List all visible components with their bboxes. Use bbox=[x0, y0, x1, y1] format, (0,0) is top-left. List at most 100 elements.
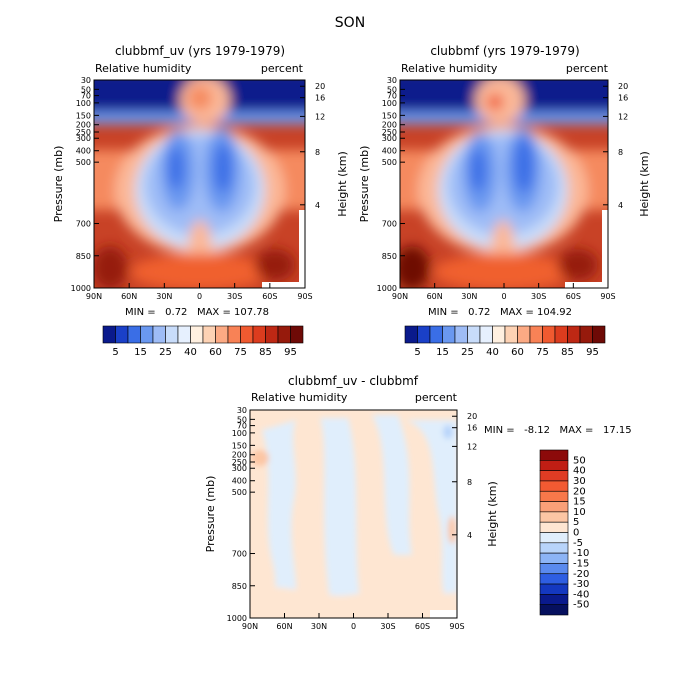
panel-2-y-ticks-right: 20 16 12 8 4 bbox=[603, 82, 628, 210]
page-title: SON bbox=[335, 15, 365, 31]
y-tick-label: 50 bbox=[237, 415, 247, 424]
colorbar-label: 15 bbox=[573, 497, 586, 508]
colorbar-swatch bbox=[539, 501, 569, 513]
colorbar-swatch bbox=[115, 325, 129, 344]
colorbar-swatch bbox=[215, 325, 229, 344]
colorbar-label: 85 bbox=[259, 347, 272, 358]
panel-2-x-ticks: 90N 60N 30N 0 30S 60S 90S bbox=[392, 283, 616, 301]
y-tick-label: 150 bbox=[76, 111, 91, 120]
colorbar-label: 50 bbox=[573, 455, 586, 466]
colorbar-label: 60 bbox=[511, 347, 524, 358]
panel-3-y-ticks-right: 20 16 12 8 4 bbox=[452, 412, 477, 540]
panel-3-ylabel-right: Height (km) bbox=[486, 481, 499, 547]
height-tick-label: 8 bbox=[618, 148, 623, 157]
colorbar-swatch bbox=[539, 542, 569, 554]
colorbar-swatch bbox=[592, 325, 606, 344]
x-tick-label: 30S bbox=[380, 622, 395, 631]
colorbar-swatch bbox=[429, 325, 443, 344]
x-tick-label: 90N bbox=[392, 292, 408, 301]
x-tick-label: 60S bbox=[262, 292, 277, 301]
colorbar-swatch bbox=[567, 325, 581, 344]
height-tick-label: 16 bbox=[467, 424, 477, 433]
height-tick-label: 12 bbox=[315, 112, 325, 121]
colorbar-label: 25 bbox=[159, 347, 172, 358]
height-tick-label: 4 bbox=[618, 201, 623, 210]
x-tick-label: 30S bbox=[227, 292, 242, 301]
colorbar-label: -5 bbox=[573, 538, 583, 549]
colorbar-swatch bbox=[127, 325, 141, 344]
x-tick-label: 0 bbox=[501, 292, 506, 301]
x-tick-label: 30N bbox=[156, 292, 172, 301]
height-tick-label: 4 bbox=[467, 531, 472, 540]
colorbar-label: 15 bbox=[436, 347, 449, 358]
colorbar-swatch bbox=[529, 325, 543, 344]
height-tick-label: 16 bbox=[618, 94, 628, 103]
colorbar-swatch bbox=[227, 325, 241, 344]
panel-1-x-ticks: 90N 60N 30N 0 30S 60S 90S bbox=[86, 283, 313, 301]
colorbar-swatch bbox=[277, 325, 291, 344]
colorbar-swatch bbox=[539, 594, 569, 605]
y-tick-label: 400 bbox=[232, 477, 247, 486]
panel-1: clubbmf_uv (yrs 1979-1979) Relative humi… bbox=[52, 44, 349, 358]
y-tick-label: 850 bbox=[76, 252, 91, 261]
colorbar-swatch bbox=[177, 325, 191, 344]
colorbar-swatch bbox=[539, 563, 569, 575]
y-tick-label: 300 bbox=[232, 464, 247, 473]
x-tick-label: 0 bbox=[351, 622, 356, 631]
x-tick-label: 30N bbox=[311, 622, 327, 631]
colorbar-swatch bbox=[539, 449, 569, 461]
colorbar-swatch bbox=[190, 325, 204, 344]
colorbar-swatch bbox=[492, 325, 506, 344]
height-tick-label: 8 bbox=[315, 148, 320, 157]
y-tick-label: 400 bbox=[382, 147, 397, 156]
colorbar-label: 5 bbox=[414, 347, 420, 358]
colorbar-label: 5 bbox=[573, 517, 579, 528]
colorbar-label: 10 bbox=[573, 507, 586, 518]
colorbar-swatch bbox=[252, 325, 266, 344]
panel-3-field bbox=[250, 410, 457, 618]
y-tick-label: 250 bbox=[382, 128, 397, 137]
colorbar-swatch bbox=[404, 325, 418, 344]
panel-2-ylabel: Pressure (mb) bbox=[358, 146, 371, 223]
y-tick-label: 100 bbox=[232, 429, 247, 438]
colorbar-swatch bbox=[517, 325, 531, 344]
y-tick-label: 50 bbox=[387, 85, 397, 94]
y-tick-label: 700 bbox=[232, 550, 247, 559]
colorbar-swatch bbox=[539, 583, 569, 595]
colorbar-swatch bbox=[479, 325, 493, 344]
height-tick-label: 20 bbox=[315, 82, 325, 91]
colorbar-swatch bbox=[152, 325, 166, 344]
colorbar-label: -40 bbox=[573, 589, 589, 600]
panel-2-left-label: Relative humidity bbox=[401, 62, 498, 75]
colorbar-label: 85 bbox=[561, 347, 574, 358]
colorbar-label: 95 bbox=[586, 347, 599, 358]
colorbar-label: 75 bbox=[536, 347, 549, 358]
y-tick-label: 850 bbox=[232, 582, 247, 591]
colorbar-swatch bbox=[539, 532, 569, 544]
colorbar-label: 0 bbox=[573, 528, 579, 539]
y-tick-label: 200 bbox=[232, 451, 247, 460]
y-tick-label: 150 bbox=[232, 441, 247, 450]
panel-2-right-label: percent bbox=[566, 62, 609, 75]
y-tick-label: 150 bbox=[382, 111, 397, 120]
colorbar-swatch bbox=[542, 325, 556, 344]
colorbar-swatch bbox=[290, 325, 304, 344]
x-tick-label: 90S bbox=[449, 622, 464, 631]
height-tick-label: 12 bbox=[467, 442, 477, 451]
colorbar-swatch bbox=[539, 573, 569, 585]
colorbar-swatch bbox=[102, 325, 116, 344]
panel-1-title: clubbmf_uv (yrs 1979-1979) bbox=[115, 44, 285, 58]
x-tick-label: 90N bbox=[242, 622, 258, 631]
panel-3-right-label: percent bbox=[415, 391, 458, 404]
x-tick-label: 30S bbox=[531, 292, 546, 301]
colorbar-label: 75 bbox=[234, 347, 247, 358]
panel-1-ylabel: Pressure (mb) bbox=[52, 146, 65, 223]
y-tick-label: 70 bbox=[237, 422, 247, 431]
panel-3-ylabel: Pressure (mb) bbox=[204, 476, 217, 553]
y-tick-label: 30 bbox=[387, 76, 397, 85]
y-tick-label: 70 bbox=[387, 92, 397, 101]
x-tick-label: 60S bbox=[415, 622, 430, 631]
y-tick-label: 700 bbox=[76, 220, 91, 229]
